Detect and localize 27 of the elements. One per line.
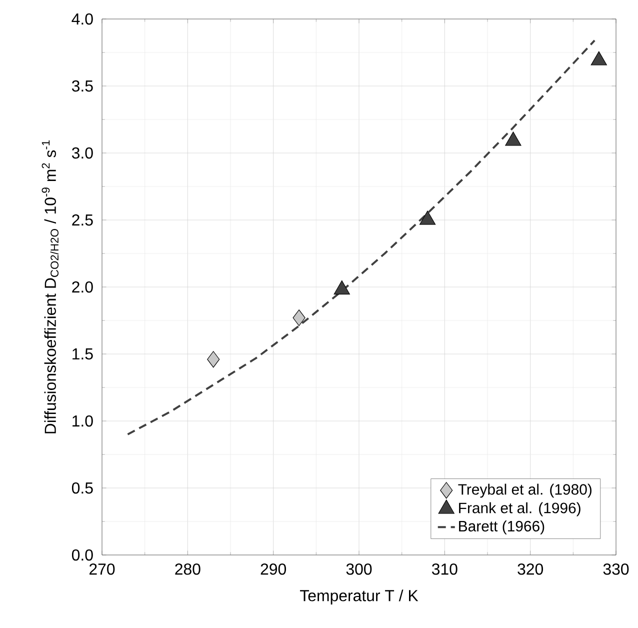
x-tick-label: 330: [603, 563, 629, 575]
x-tick-label: 320: [518, 563, 544, 575]
x-tick-label: 300: [346, 563, 372, 575]
legend-label: Treybal et al. (1980): [458, 484, 592, 498]
point: [207, 351, 220, 368]
y-axis-title: Diffusionskoeffizient D$_{CO2/H2O}$ / 10$^{-9}$ m$^{2}$ s$^{-1}$: [42, 140, 59, 434]
point: [292, 310, 306, 326]
y-tick-label: 3.5: [72, 80, 93, 92]
x-tick-label: 310: [432, 563, 458, 575]
y-tick-label: 1.5: [72, 348, 93, 360]
point: [505, 132, 522, 146]
y-tick-label: 0.5: [72, 482, 93, 494]
line-series: [126, 39, 596, 436]
legend-label: Barett (1966): [459, 520, 544, 534]
y-tick-label: 2.0: [72, 281, 93, 293]
x-tick-label: 290: [260, 563, 286, 575]
y-tick-label: 2.5: [72, 214, 93, 226]
x-tick-label: 280: [175, 563, 200, 575]
y-tick-label: 4.0: [72, 13, 93, 25]
point: [419, 210, 436, 225]
x-axis-title: Temperatur T / K: [300, 590, 418, 604]
y-tick-label: 3.0: [72, 147, 93, 159]
point: [590, 51, 607, 66]
y-tick-label: 0.0: [72, 549, 93, 561]
x-tick-label: 270: [90, 563, 115, 575]
y-tick-label: 1.0: [72, 415, 93, 427]
legend-label: Frank et al. (1996): [459, 502, 580, 516]
